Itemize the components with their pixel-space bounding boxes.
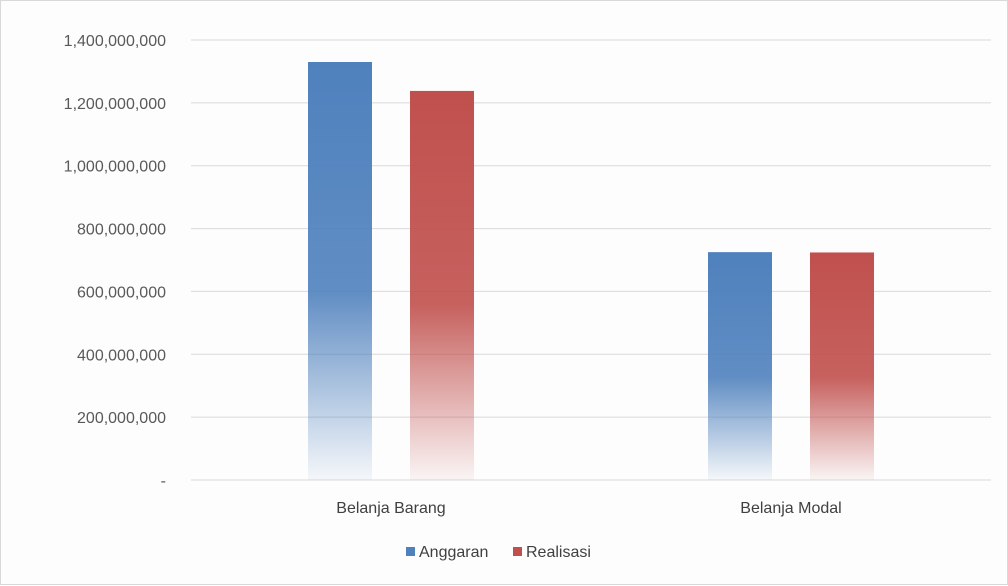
y-axis-ticks: - 200,000,000 400,000,000 600,000,000 800,00…	[64, 33, 166, 490]
y-tick-label: 800,000,000	[77, 222, 166, 239]
y-tick-label: 1,000,000,000	[64, 159, 166, 176]
x-category-label: Belanja Barang	[336, 500, 445, 517]
x-axis-categories: Belanja Barang Belanja Modal	[336, 500, 841, 517]
y-tick-label: 1,200,000,000	[64, 96, 166, 113]
bar-anggaran-0	[308, 62, 372, 480]
y-tick-label: 1,400,000,000	[64, 33, 166, 50]
bar-realisasi-1	[810, 252, 874, 480]
legend-swatch-realisasi	[513, 547, 522, 556]
y-tick-label: -	[161, 473, 166, 490]
y-tick-label: 600,000,000	[77, 284, 166, 301]
bars	[308, 62, 874, 481]
x-category-label: Belanja Modal	[740, 500, 841, 517]
bar-anggaran-1	[708, 252, 772, 480]
y-tick-label: 200,000,000	[77, 410, 166, 427]
bar-realisasi-0	[410, 90, 474, 481]
y-tick-label: 400,000,000	[77, 347, 166, 364]
legend-label-realisasi: Realisasi	[526, 544, 591, 561]
legend: Anggaran Realisasi	[406, 544, 591, 561]
legend-label-anggaran: Anggaran	[419, 544, 488, 561]
legend-swatch-anggaran	[406, 547, 415, 556]
